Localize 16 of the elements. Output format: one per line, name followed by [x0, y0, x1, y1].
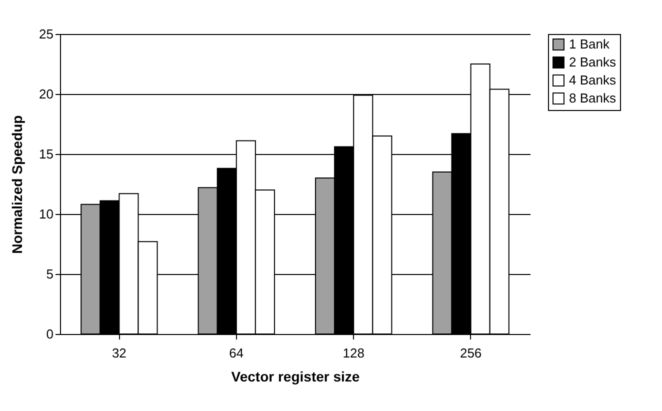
y-tick-label: 15 [39, 146, 54, 162]
y-axis-title: Normalized Speedup [9, 115, 26, 254]
x-tick-label: 128 [342, 346, 364, 360]
y-tick-label: 25 [39, 26, 54, 42]
legend-label: 8 Banks [569, 90, 616, 106]
y-tick-label: 10 [39, 206, 54, 222]
x-tick-label: 32 [112, 346, 126, 360]
x-axis-title: Vector register size [231, 368, 360, 384]
y-tick-label: 5 [46, 266, 54, 282]
y-tick-label: 0 [46, 326, 54, 342]
legend-label: 4 Banks [569, 72, 616, 88]
x-tick-label: 256 [460, 346, 482, 360]
legend-label: 1 Bank [569, 36, 610, 52]
legend-label: 2 Banks [569, 54, 616, 70]
x-tick-label: 64 [229, 346, 244, 360]
y-tick-label: 20 [39, 86, 54, 102]
